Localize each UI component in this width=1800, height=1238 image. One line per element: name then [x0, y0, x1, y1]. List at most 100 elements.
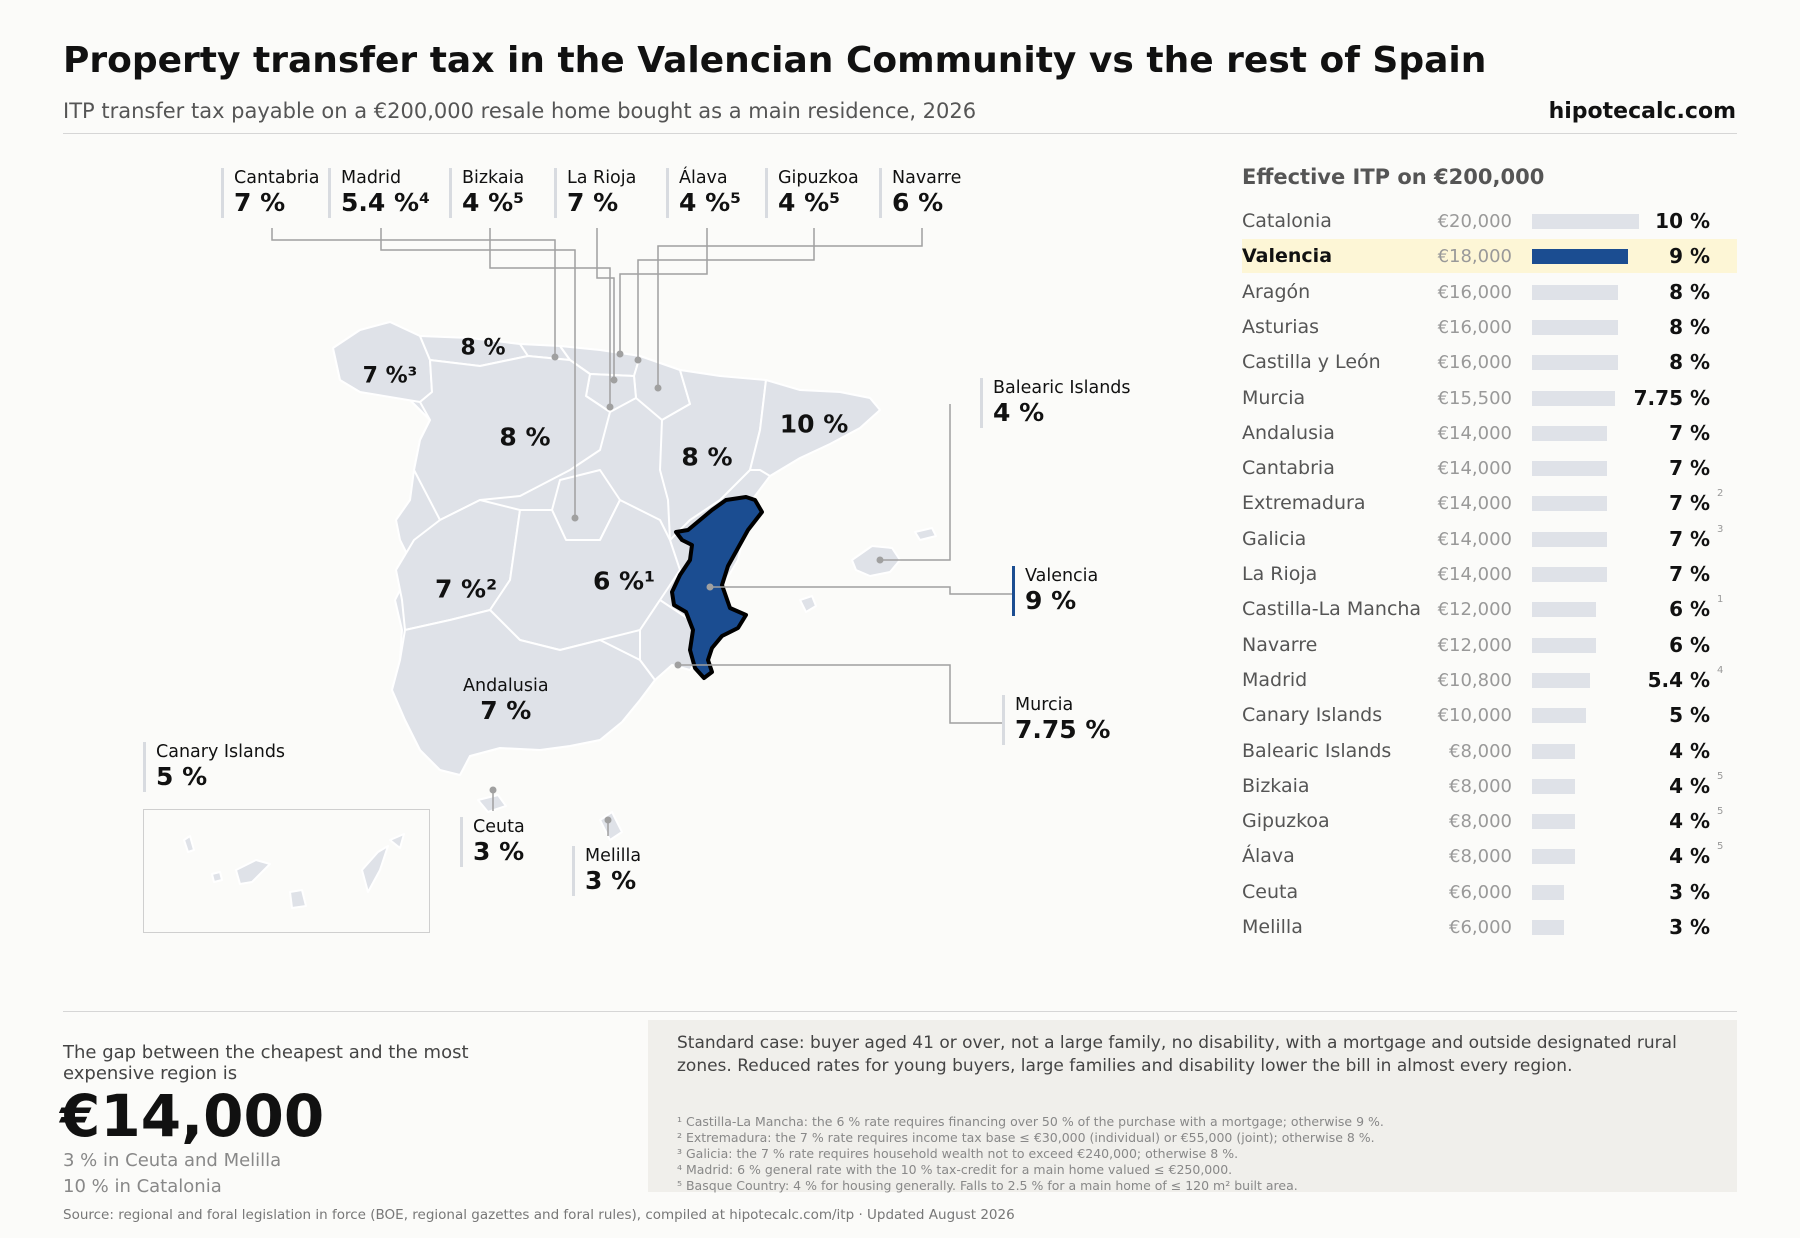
- row-amount: €10,000: [1437, 705, 1512, 727]
- region-galicia: [332, 321, 433, 403]
- row-rate: 7 %: [1669, 562, 1710, 586]
- callout-cantabria: Cantabria 7 %: [221, 168, 320, 218]
- leader-balearic: [880, 404, 951, 561]
- region-label-catalonia: 10 %: [779, 409, 849, 439]
- table-row: Andalusia €14,000 7 %: [1242, 416, 1737, 450]
- callout-rate: 7.75 %: [1015, 715, 1111, 744]
- row-rate: 4 %: [1669, 773, 1710, 798]
- region-label-aragon: 8 %: [681, 442, 733, 472]
- row-region-name: Galicia: [1242, 527, 1307, 550]
- table-row: Valencia €18,000 9 %: [1242, 239, 1737, 274]
- table-row: Navarre €12,000 6 %: [1242, 628, 1737, 662]
- region-label-extremadura: 7 %²: [434, 574, 498, 604]
- callout-rate: 3 %: [473, 837, 525, 866]
- callout-navarre: Navarre 6 %: [879, 168, 961, 218]
- row-amount: €10,800: [1437, 669, 1512, 691]
- leader-murcia: [678, 664, 1002, 724]
- table-row: Balearic Islands €8,000 4 %: [1242, 734, 1737, 768]
- row-rate: 7 %: [1669, 491, 1710, 516]
- row-rate: 9 %: [1669, 244, 1710, 269]
- row-footnote-marker: 4: [1717, 664, 1724, 676]
- table-row: Extremadura €14,000 7 % 2: [1242, 486, 1737, 520]
- table-title: Effective ITP on €200,000: [1242, 165, 1545, 189]
- footnote-3: ³ Galicia: the 7 % rate requires househo…: [677, 1146, 1239, 1161]
- row-region-name: Aragón: [1242, 280, 1311, 303]
- row-region-name: Castilla y León: [1242, 351, 1381, 374]
- row-amount: €6,000: [1449, 917, 1512, 938]
- row-rate: 7 %: [1669, 420, 1710, 445]
- row-region-name: Murcia: [1242, 386, 1306, 409]
- dot-alava: [616, 350, 624, 358]
- callout-canary-islands: Canary Islands 5 %: [143, 742, 285, 792]
- callout-ceuta: Ceuta 3 %: [460, 817, 525, 867]
- row-amount: €8,000: [1449, 740, 1512, 762]
- map-land: [183, 321, 937, 909]
- callout-rate: 7 %: [480, 696, 532, 725]
- row-bar: [1532, 531, 1607, 547]
- row-amount: €14,000: [1437, 493, 1512, 515]
- canary-islands-inset: [143, 809, 430, 933]
- row-amount: €15,500: [1437, 387, 1512, 409]
- row-rate: 4 %: [1669, 738, 1710, 763]
- row-region-name: Ceuta: [1242, 880, 1299, 903]
- table-row: Madrid €10,800 5.4 % 4: [1242, 663, 1737, 697]
- row-rate: 6 %: [1669, 632, 1710, 657]
- row-footnote-marker: 2: [1717, 488, 1724, 500]
- region-label-asturias: 8 %: [460, 335, 506, 361]
- row-amount: €8,000: [1449, 775, 1512, 797]
- page-subtitle: ITP transfer tax payable on a €200,000 r…: [63, 99, 977, 123]
- row-amount: €20,000: [1437, 211, 1512, 232]
- table-row: Canary Islands €10,000 5 %: [1242, 698, 1737, 732]
- row-region-name: Álava: [1242, 845, 1295, 868]
- gap-value: €14,000: [60, 1082, 325, 1150]
- table-row: Asturias €16,000 8 %: [1242, 310, 1737, 344]
- callout-murcia: Murcia 7.75 %: [1002, 695, 1110, 745]
- row-region-name: Valencia: [1242, 245, 1333, 268]
- row-bar: [1532, 214, 1639, 229]
- callout-balearic-islands: Balearic Islands 4 %: [980, 378, 1131, 428]
- region-canary-3: [235, 859, 271, 885]
- table-row: Catalonia €20,000 10 %: [1242, 204, 1737, 238]
- leader-lines: [271, 228, 1012, 836]
- dot-valencia: [706, 583, 714, 591]
- region-balearic-ibiza: [799, 595, 817, 613]
- row-bar: [1532, 849, 1575, 865]
- callout-name: Murcia: [1015, 695, 1074, 715]
- standard-case-note: Standard case: buyer aged 41 or over, no…: [677, 1033, 1677, 1076]
- row-amount: €8,000: [1449, 811, 1512, 833]
- row-rate: 7 %: [1669, 526, 1710, 551]
- callout-rate: 9 %: [1025, 586, 1077, 615]
- callout-rate: 4 %⁵: [778, 188, 841, 217]
- row-rate: 10 %: [1655, 209, 1710, 233]
- row-bar: [1532, 637, 1597, 653]
- table-row: Galicia €14,000 7 % 3: [1242, 522, 1737, 556]
- dot-murcia: [674, 661, 682, 669]
- callout-rate: 3 %: [585, 866, 637, 895]
- region-label-galicia: 7 %³: [362, 363, 418, 389]
- row-bar: [1532, 496, 1607, 512]
- row-rate: 5.4 %: [1647, 667, 1710, 692]
- leader-dots: [489, 350, 884, 824]
- row-region-name: La Rioja: [1242, 563, 1318, 585]
- row-bar: [1532, 602, 1597, 618]
- gap-low-note: 3 % in Ceuta and Melilla: [63, 1150, 282, 1171]
- callout-name: Balearic Islands: [993, 378, 1131, 398]
- callout-melilla: Melilla 3 %: [572, 846, 641, 896]
- row-bar: [1532, 249, 1629, 265]
- callout-gipuzkoa: Gipuzkoa 4 %⁵: [765, 168, 859, 218]
- region-canary-5: [361, 845, 389, 893]
- leader-navarre: [657, 228, 923, 388]
- row-rate: 8 %: [1669, 279, 1710, 304]
- row-footnote-marker: 5: [1717, 770, 1724, 782]
- gap-high-note: 10 % in Catalonia: [63, 1176, 222, 1197]
- row-region-name: Bizkaia: [1242, 774, 1310, 797]
- row-rate: 7.75 %: [1633, 385, 1710, 410]
- dot-balearic: [876, 556, 884, 564]
- row-bar: [1532, 920, 1565, 935]
- leader-valencia: [710, 586, 1012, 595]
- row-region-name: Gipuzkoa: [1242, 810, 1330, 833]
- gap-label: The gap between the cheapest and the mos…: [63, 1042, 469, 1084]
- callout-name: Gipuzkoa: [778, 168, 859, 188]
- row-amount: €14,000: [1437, 528, 1512, 550]
- region-ceuta: [477, 794, 507, 813]
